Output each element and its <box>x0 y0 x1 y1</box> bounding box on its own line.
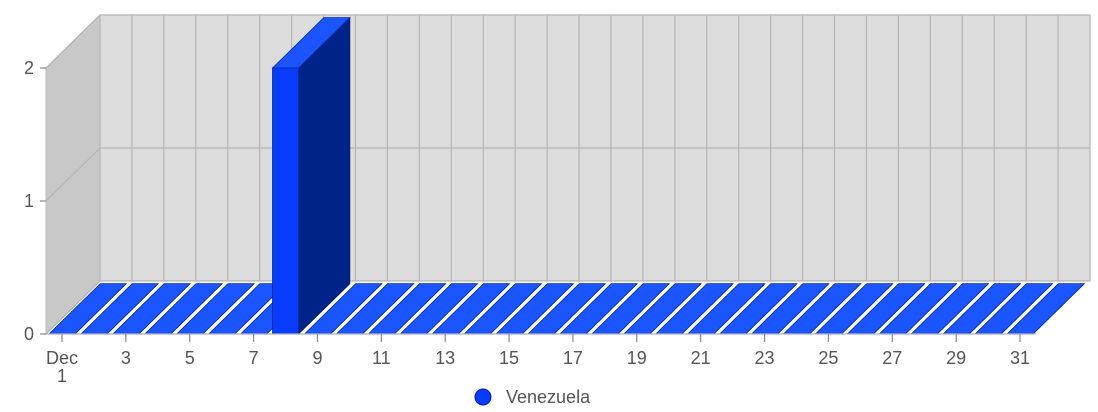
gridlines <box>45 14 1091 335</box>
x-tick-label-5: 5 <box>185 348 195 368</box>
x-tick-label-19: 19 <box>627 348 647 368</box>
x-tick-label-11: 11 <box>372 348 391 368</box>
x-tick-label-25: 25 <box>818 348 838 368</box>
x-tick-label-15: 15 <box>499 348 519 368</box>
x-tick-label-31: 31 <box>1010 348 1030 368</box>
legend[interactable]: Venezuela <box>474 387 591 407</box>
x-axis: Dec 1 3 5 7 9 11 13 15 17 19 21 23 25 27 29 31 <box>46 334 1030 386</box>
y-tick-label-1: 1 <box>24 191 34 211</box>
x-tick-label-21: 21 <box>691 348 711 368</box>
x-tick-label-7: 7 <box>249 348 259 368</box>
x-tick-label-13: 13 <box>435 348 455 368</box>
x-tick-label-23: 23 <box>755 348 775 368</box>
x-tick-label-27: 27 <box>882 348 902 368</box>
x-tick-label-3: 3 <box>121 348 131 368</box>
legend-label-venezuela[interactable]: Venezuela <box>506 387 591 407</box>
bar-front <box>272 67 299 335</box>
x-tick-label-29: 29 <box>946 348 966 368</box>
y-tick-label-2: 2 <box>24 58 34 78</box>
y-tick-label-0: 0 <box>24 324 34 344</box>
x-tick-label-17: 17 <box>563 348 583 368</box>
bar-8[interactable] <box>271 16 351 335</box>
y-axis: 0 1 2 <box>24 58 1036 344</box>
bar-side <box>298 16 351 335</box>
x-tick-label-9: 9 <box>312 348 322 368</box>
x-tick-label-dec-1: Dec 1 <box>46 348 78 386</box>
legend-marker-venezuela <box>474 388 492 406</box>
